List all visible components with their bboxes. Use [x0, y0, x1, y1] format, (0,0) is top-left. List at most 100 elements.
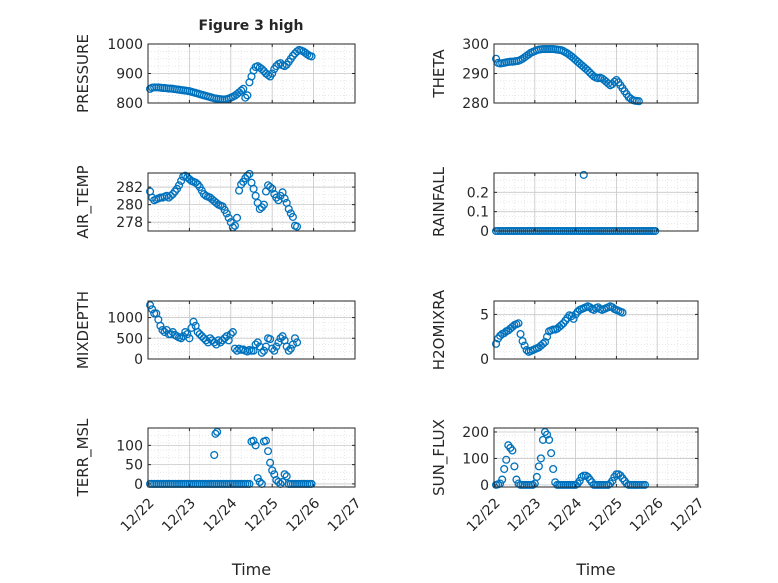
data-point — [259, 200, 268, 209]
data-point — [270, 346, 279, 355]
data-point — [538, 435, 548, 444]
subplot-terr_msl: 0 50 100 TERR_MSL 12/22 12/23 12/24 12/25 12/26 1… — [74, 418, 365, 579]
data-point — [158, 325, 167, 335]
data-point — [491, 339, 501, 348]
data-point — [249, 184, 258, 193]
y-tick-label: 0.1 — [467, 205, 489, 221]
y-tick-label: 1000 — [107, 311, 143, 327]
series-markers — [146, 301, 302, 357]
data-point — [177, 334, 186, 343]
y-axis-label: PRESSURE — [74, 34, 92, 113]
data-point — [518, 337, 527, 346]
data-point — [257, 348, 266, 357]
y-tick-label: 0 — [134, 352, 143, 368]
data-point — [245, 169, 254, 178]
data-point — [512, 475, 521, 484]
data-point — [148, 305, 157, 314]
data-point — [491, 54, 501, 63]
y-tick-label: 5 — [480, 307, 489, 323]
y-tick-label: 200 — [462, 425, 489, 441]
y-tick-label: 1000 — [107, 37, 143, 53]
data-point — [268, 184, 277, 193]
data-point — [284, 204, 293, 214]
data-point — [516, 329, 525, 339]
data-point — [573, 307, 582, 316]
x-tick-label: 12/23 — [505, 495, 545, 535]
data-point — [274, 477, 283, 487]
y-tick-label: 0 — [480, 478, 489, 494]
data-point — [508, 322, 517, 331]
data-point — [522, 346, 531, 355]
data-point — [508, 446, 517, 455]
x-tick-label: 12/26 — [283, 495, 323, 535]
data-point — [166, 191, 175, 200]
data-point — [545, 435, 554, 444]
axes-box — [147, 300, 356, 360]
data-point — [610, 77, 619, 86]
data-point — [524, 50, 533, 59]
data-point — [612, 75, 621, 85]
data-point — [280, 470, 289, 479]
data-point — [266, 183, 275, 192]
subplot-mixdepth: 0 500 1000 MIXDEPTH — [74, 291, 356, 369]
data-point — [547, 449, 556, 458]
y-tick-label: 282 — [116, 180, 143, 196]
data-point — [222, 332, 231, 341]
data-point — [251, 340, 260, 349]
data-point — [290, 334, 300, 343]
data-point — [146, 301, 155, 310]
data-point — [278, 332, 287, 341]
data-point — [253, 338, 262, 347]
data-point — [532, 472, 541, 481]
data-point — [255, 477, 264, 487]
data-point — [268, 69, 277, 78]
data-point — [224, 213, 233, 222]
axes-background — [148, 428, 355, 487]
data-point — [534, 462, 543, 471]
data-point — [264, 70, 273, 80]
data-point — [303, 50, 312, 59]
axes-box — [493, 300, 699, 360]
data-point — [502, 455, 511, 464]
y-axis-label: SUN_FLUX — [430, 419, 449, 496]
y-tick-label: 800 — [116, 96, 143, 112]
data-point — [549, 464, 558, 474]
data-point — [514, 319, 523, 328]
subplot-sun_flux: 0 100 200 SUN_FLUX 12/22 12/23 12/24 12/25 12/26… — [430, 419, 708, 579]
y-tick-label: 290 — [462, 67, 489, 83]
data-point — [575, 476, 584, 485]
axes-background — [148, 301, 355, 359]
data-point — [156, 321, 165, 330]
data-point — [608, 303, 617, 312]
data-point — [266, 335, 275, 344]
data-point — [272, 342, 281, 351]
data-point — [251, 441, 260, 450]
y-axis-label: MIXDEPTH — [74, 291, 92, 369]
data-point — [237, 86, 246, 95]
x-tick-label: 12/22 — [464, 495, 504, 535]
data-point — [191, 178, 200, 187]
axes-box — [493, 172, 699, 232]
data-point — [230, 221, 239, 230]
data-point — [195, 330, 204, 339]
data-point — [222, 209, 231, 218]
data-point — [189, 317, 198, 326]
series-markers — [146, 169, 302, 232]
y-axis-label: THETA — [430, 49, 448, 99]
y-tick-label: 100 — [116, 438, 143, 454]
data-point — [618, 308, 627, 317]
y-tick-label: 500 — [116, 331, 143, 347]
data-point — [498, 475, 507, 484]
data-point — [261, 436, 271, 445]
data-point — [220, 334, 229, 343]
x-axis-label: Time — [575, 560, 615, 579]
data-point — [640, 480, 650, 489]
data-point — [226, 330, 235, 339]
data-point — [538, 339, 548, 348]
data-point — [228, 328, 237, 337]
y-axis-label: RAINFALL — [430, 166, 448, 237]
data-point — [175, 181, 184, 190]
x-tick-label: 12/24 — [201, 495, 241, 535]
y-tick-label: 280 — [462, 96, 489, 112]
data-point — [307, 52, 316, 61]
